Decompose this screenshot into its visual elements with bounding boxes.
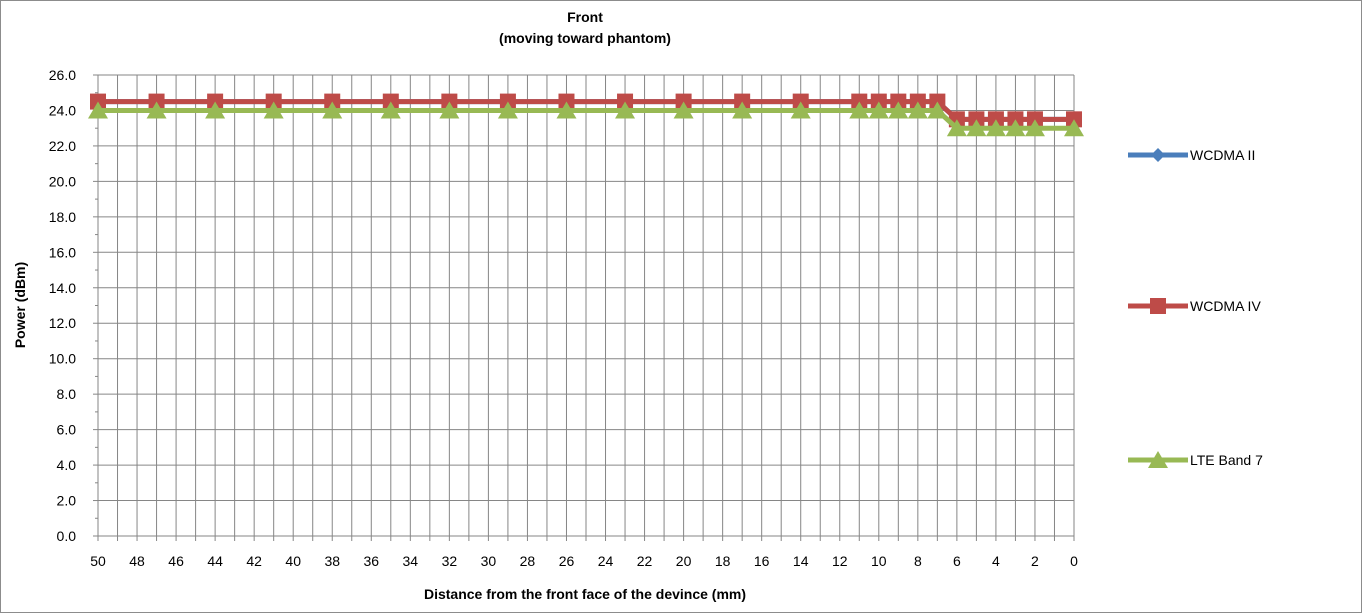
x-tick-label: 28 — [520, 553, 536, 569]
data-point — [946, 119, 967, 137]
data-point — [263, 101, 284, 119]
data-point — [888, 101, 909, 119]
y-tick-label: 14.0 — [49, 280, 76, 296]
y-axis-title: Power (dBm) — [12, 262, 28, 348]
x-tick-label: 50 — [90, 553, 106, 569]
y-tick-label: 26.0 — [49, 67, 76, 83]
data-point — [322, 101, 343, 119]
x-tick-label: 12 — [832, 553, 848, 569]
x-tick-label: 44 — [207, 553, 223, 569]
y-tick-label: 16.0 — [49, 244, 76, 260]
data-point — [673, 101, 694, 119]
y-tick-label: 10.0 — [49, 351, 76, 367]
data-point — [146, 101, 167, 119]
data-point — [732, 101, 753, 119]
x-tick-label: 32 — [442, 553, 458, 569]
legend-label: WCDMA IV — [1190, 298, 1261, 314]
y-tick-label: 24.0 — [49, 102, 76, 118]
grid-lines — [93, 74, 1075, 541]
legend-marker — [1148, 451, 1168, 468]
x-tick-label: 18 — [715, 553, 731, 569]
x-tick-label: 20 — [676, 553, 692, 569]
data-point — [790, 101, 811, 119]
x-tick-label: 16 — [754, 553, 770, 569]
legend-marker — [1150, 298, 1166, 314]
x-tick-label: 30 — [481, 553, 497, 569]
x-tick-label: 2 — [1031, 553, 1039, 569]
x-tick-label: 4 — [992, 553, 1000, 569]
legend-label: WCDMA II — [1190, 147, 1255, 163]
x-tick-label: 48 — [129, 553, 145, 569]
x-tick-label: 10 — [871, 553, 887, 569]
series-layer — [88, 93, 1084, 137]
series-lte-band-7 — [88, 101, 1084, 137]
data-point — [985, 119, 1006, 137]
data-point — [1064, 119, 1084, 137]
y-tick-label: 6.0 — [57, 422, 77, 438]
chart-subtitle: (moving toward phantom) — [499, 30, 671, 46]
y-tick-label: 22.0 — [49, 138, 76, 154]
data-point — [907, 101, 928, 119]
legend-item: LTE Band 7 — [1128, 451, 1263, 468]
data-point — [927, 101, 948, 119]
x-tick-label: 6 — [953, 553, 961, 569]
x-tick-label: 24 — [598, 553, 614, 569]
x-tick-label: 46 — [168, 553, 184, 569]
x-axis-title: Distance from the front face of the devi… — [424, 586, 746, 602]
y-axis-ticks: 0.0 2.0 4.0 6.0 8.0 10.0 12.0 14.0 16.0 18.0 20.0 2… — [49, 67, 76, 544]
y-tick-label: 12.0 — [49, 315, 76, 331]
data-point — [1024, 119, 1045, 137]
legend: WCDMA II WCDMA IV LTE Band 7 — [1128, 147, 1263, 468]
y-tick-label: 0.0 — [57, 528, 77, 544]
data-point — [497, 101, 518, 119]
data-point — [868, 101, 889, 119]
y-tick-label: 4.0 — [57, 457, 77, 473]
data-point — [380, 101, 401, 119]
x-tick-label: 38 — [324, 553, 340, 569]
data-point — [849, 101, 870, 119]
x-tick-label: 22 — [637, 553, 653, 569]
legend-marker — [1151, 148, 1165, 162]
y-tick-label: 8.0 — [57, 386, 77, 402]
chart-title: Front — [567, 9, 603, 25]
data-point — [88, 101, 108, 119]
x-tick-label: 36 — [363, 553, 379, 569]
data-point — [205, 101, 226, 119]
x-tick-label: 8 — [914, 553, 922, 569]
data-point — [1005, 119, 1026, 137]
y-tick-label: 20.0 — [49, 173, 76, 189]
x-axis-ticks: 50 48 46 44 42 40 38 36 34 32 30 28 26 24 22 20 18 16 14 12… — [90, 553, 1078, 569]
data-point — [439, 101, 460, 119]
x-tick-label: 34 — [403, 553, 419, 569]
data-point — [966, 119, 987, 137]
x-tick-label: 26 — [559, 553, 575, 569]
x-tick-label: 40 — [285, 553, 301, 569]
x-tick-label: 14 — [793, 553, 809, 569]
data-point — [556, 101, 577, 119]
data-point — [615, 101, 636, 119]
legend-item: WCDMA II — [1128, 147, 1255, 163]
legend-item: WCDMA IV — [1128, 298, 1261, 314]
x-tick-label: 42 — [246, 553, 262, 569]
y-tick-label: 18.0 — [49, 209, 76, 225]
legend-label: LTE Band 7 — [1190, 452, 1263, 468]
x-tick-label: 0 — [1070, 553, 1078, 569]
y-tick-label: 2.0 — [57, 493, 77, 509]
